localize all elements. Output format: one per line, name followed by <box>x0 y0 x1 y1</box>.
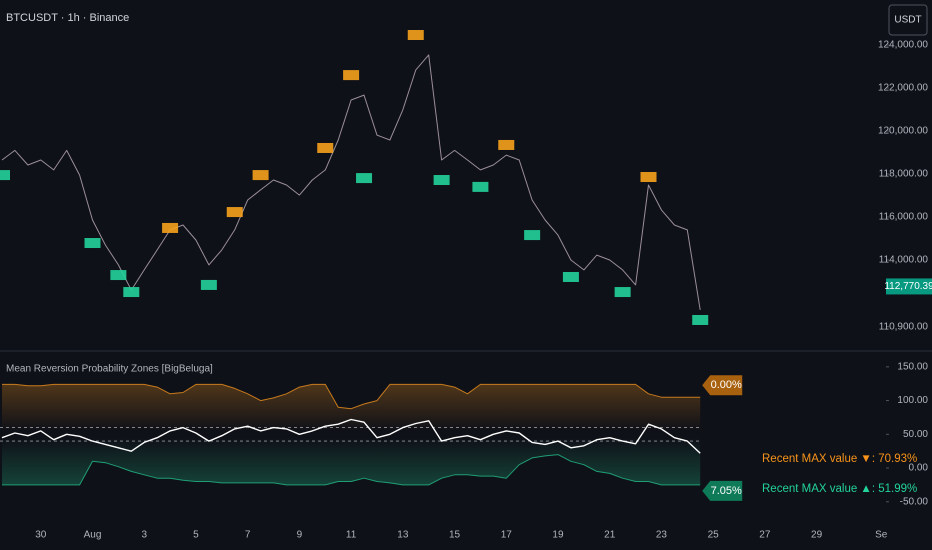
y-tick-label: 0.00 <box>909 463 929 474</box>
x-tick-label: Se <box>875 530 888 541</box>
x-tick-label: 21 <box>604 530 616 541</box>
x-tick-label: 13 <box>397 530 409 541</box>
zone-marker <box>562 271 579 282</box>
upper-tag: 0.00% <box>711 379 742 391</box>
currency-button[interactable]: USDT <box>888 4 928 36</box>
symbol-title: BTCUSDT · 1h · Binance <box>6 12 129 24</box>
y-tick-label: 100.00 <box>897 395 928 406</box>
zone-marker <box>472 181 489 192</box>
y-tick-label: 118,000.00 <box>879 169 929 180</box>
upper-tag-shape <box>702 375 743 396</box>
indicator-line <box>2 383 701 410</box>
x-tick-label: 15 <box>449 530 461 541</box>
x-tick-label: 7 <box>245 530 251 541</box>
zone-marker <box>614 287 631 298</box>
x-tick-label: 5 <box>193 530 199 541</box>
y-tick-label: 150.00 <box>897 361 928 372</box>
zone-marker <box>200 279 217 290</box>
y-tick-label: 50.00 <box>903 429 928 440</box>
zone-marker <box>252 170 269 181</box>
plot: 124,000.00 122,000.00 120,000.00 118,000.00… <box>0 30 932 541</box>
x-tick-label: 19 <box>552 530 564 541</box>
zone-marker <box>356 173 373 184</box>
x-tick-label: 9 <box>297 530 303 541</box>
y-tick-label: 122,000.00 <box>878 83 928 94</box>
x-tick-label: 17 <box>501 530 513 541</box>
zone-marker <box>343 70 360 81</box>
y-tick-label: 116,000.00 <box>879 212 929 223</box>
zone-marker <box>407 30 424 41</box>
zone-marker <box>162 222 179 233</box>
x-tick-label: 29 <box>811 530 823 541</box>
y-tick-label: 124,000.00 <box>878 40 928 51</box>
x-tick-label: 23 <box>656 530 668 541</box>
y-tick-label: 114,000.00 <box>879 255 929 266</box>
band-fill <box>2 384 701 431</box>
indicator-line <box>1 418 701 454</box>
zone-marker <box>317 142 334 153</box>
zone-marker <box>640 172 657 183</box>
band-fill <box>2 437 701 485</box>
zone-marker <box>123 287 140 298</box>
zone-marker <box>433 175 450 186</box>
zone-marker <box>498 139 515 150</box>
y-tick-label: 110,900.00 <box>879 321 929 332</box>
price-line <box>1 54 701 310</box>
x-tick-label: 27 <box>759 530 771 541</box>
last-price-label: 112,770.39 <box>884 281 932 292</box>
lower-tag: 7.05% <box>711 485 742 497</box>
x-tick-label: Aug <box>84 530 102 541</box>
indicator-title: Mean Reversion Probability Zones [BigBel… <box>6 364 213 375</box>
annotation: Recent MAX value ▲: 51.99% <box>762 483 917 495</box>
zone-marker <box>0 170 10 181</box>
x-tick-label: 3 <box>141 530 147 541</box>
currency-button-frame[interactable] <box>888 4 928 36</box>
x-tick-label: 25 <box>708 530 720 541</box>
lower-tag-shape <box>702 480 743 501</box>
zone-marker <box>692 314 709 325</box>
zone-marker <box>110 270 127 281</box>
x-tick-label: 30 <box>35 530 47 541</box>
zone-marker <box>226 207 243 218</box>
zone-marker <box>524 230 541 241</box>
last-price-tag <box>886 278 932 295</box>
currency-label[interactable]: USDT <box>894 15 921 26</box>
annotation: Recent MAX value ▼: 70.93% <box>762 453 917 465</box>
zone-marker <box>84 238 101 249</box>
indicator-line <box>2 454 701 486</box>
y-tick-label: -50.00 <box>900 496 929 507</box>
x-tick-label: 11 <box>346 530 357 541</box>
y-tick-label: 120,000.00 <box>878 126 928 137</box>
